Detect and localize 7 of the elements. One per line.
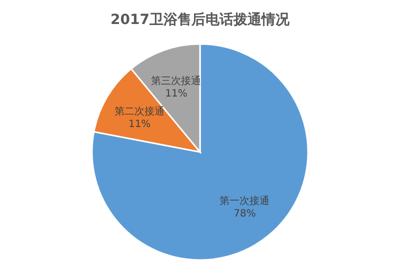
slice-label: 第二次接通 [114, 105, 165, 118]
chart-title: 2017卫浴售后电话拨通情况 [110, 11, 290, 28]
pie-slice [91, 43, 309, 261]
data-label: 11% [128, 118, 151, 130]
data-label: 78% [234, 208, 256, 220]
slice-label: 第一次接通 [220, 195, 270, 208]
data-label: 11% [165, 88, 188, 100]
